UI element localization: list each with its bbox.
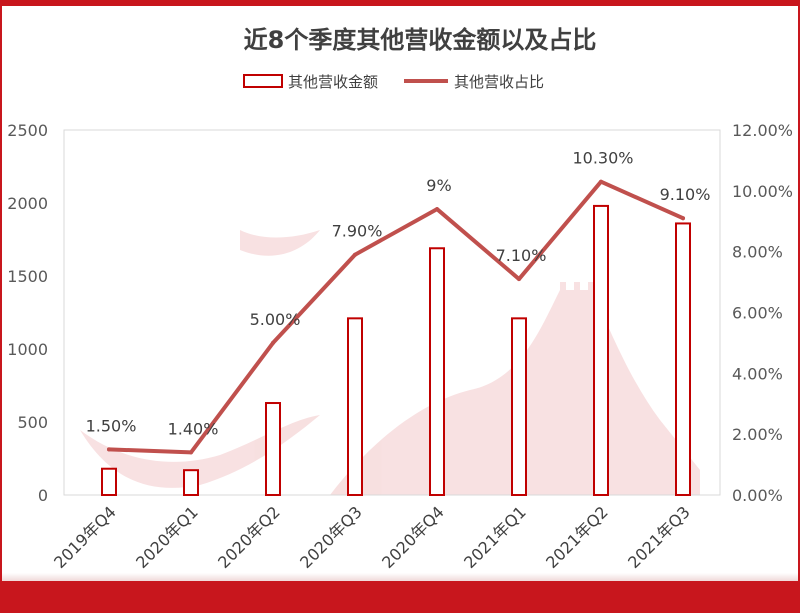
line-series	[107, 179, 685, 455]
right-axis-tick-label: 8.00%	[732, 243, 783, 262]
left-axis-tick-label: 1500	[7, 267, 48, 286]
right-axis: 0.00% 2.00% 4.00% 6.00% 8.00% 10.00% 12.00%	[732, 121, 793, 505]
bar	[265, 402, 281, 496]
right-axis-tick-label: 0.00%	[732, 486, 783, 505]
x-axis-tick-label: 2020年Q4	[378, 502, 448, 572]
x-axis: 2019年Q4 2020年Q1 2020年Q2 2020年Q3 2020年Q4 2021年…	[50, 502, 694, 572]
bar	[183, 469, 199, 496]
left-border	[0, 0, 2, 613]
bottom-shadow	[0, 573, 800, 581]
bar-series	[101, 204, 691, 497]
data-label: 9.10%	[660, 185, 711, 204]
right-axis-tick-label: 10.00%	[732, 182, 793, 201]
bar	[675, 222, 691, 496]
line-point	[517, 277, 521, 282]
data-labels: 1.50% 1.40% 5.00% 7.90% 9% 7.10% 10.30% 9.10%	[86, 149, 711, 439]
data-label: 7.10%	[496, 246, 547, 265]
left-axis-tick-label: 0	[38, 486, 48, 505]
line-point	[353, 252, 357, 257]
line-point	[681, 216, 685, 221]
line-point	[271, 340, 275, 345]
left-axis: 0 500 1000 1500 2000 2500	[7, 121, 48, 505]
line-path	[107, 179, 685, 455]
legend-bar-swatch	[243, 74, 283, 88]
x-axis-tick-label: 2019年Q4	[50, 502, 120, 572]
line-point	[189, 450, 193, 455]
bar	[511, 317, 527, 496]
left-axis-tick-label: 1000	[7, 340, 48, 359]
x-axis-tick-label: 2021年Q3	[624, 502, 694, 572]
right-border	[798, 0, 800, 613]
legend: 其他营收金额 其他营收占比	[243, 73, 544, 91]
right-axis-tick-label: 4.00%	[732, 364, 783, 383]
right-axis-tick-label: 6.00%	[732, 304, 783, 323]
legend-bar-label: 其他营收金额	[288, 73, 378, 91]
left-axis-tick-label: 500	[17, 413, 48, 432]
left-axis-tick-label: 2000	[7, 194, 48, 213]
x-axis-tick-label: 2021年Q1	[460, 502, 530, 572]
bar	[347, 317, 363, 496]
bar	[101, 467, 117, 497]
legend-line-label: 其他营收占比	[454, 73, 544, 91]
x-axis-tick-label: 2020年Q2	[214, 502, 284, 572]
data-label: 5.00%	[250, 310, 301, 329]
bar	[593, 204, 609, 496]
chart-title: 近8个季度其他营收金额以及占比	[244, 26, 597, 54]
line-point	[107, 447, 111, 452]
bar	[429, 247, 445, 496]
x-axis-tick-label: 2020年Q3	[296, 502, 366, 572]
right-axis-tick-label: 12.00%	[732, 121, 793, 140]
line-point	[599, 179, 603, 184]
left-axis-tick-label: 2500	[7, 121, 48, 140]
line-point	[435, 207, 439, 212]
x-axis-tick-label: 2021年Q2	[542, 502, 612, 572]
right-axis-tick-label: 2.00%	[732, 425, 783, 444]
data-label: 9%	[426, 176, 451, 195]
data-label: 1.40%	[168, 419, 219, 438]
data-label: 1.50%	[86, 416, 137, 435]
bottom-border	[0, 581, 800, 613]
x-axis-tick-label: 2020年Q1	[132, 502, 202, 572]
data-label: 10.30%	[572, 149, 633, 168]
top-border	[0, 0, 800, 6]
data-label: 7.90%	[332, 222, 383, 241]
